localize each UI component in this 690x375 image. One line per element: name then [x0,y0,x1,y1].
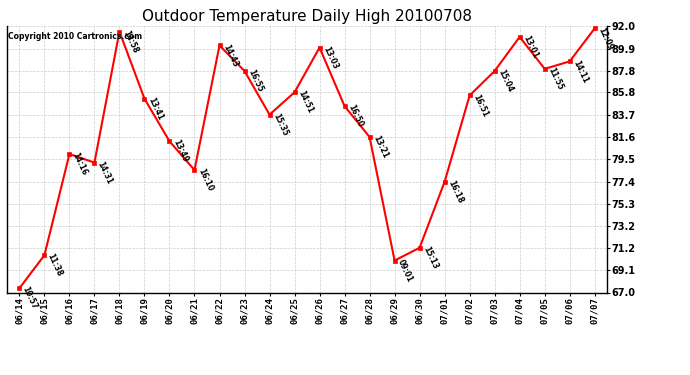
Text: 16:51: 16:51 [471,93,489,118]
Text: 12:09: 12:09 [596,26,614,51]
Text: 15:35: 15:35 [271,112,289,137]
Text: 13:41: 13:41 [146,96,164,122]
Text: 14:11: 14:11 [571,58,589,84]
Text: 10:57: 10:57 [21,285,39,311]
Text: 16:10: 16:10 [196,167,214,193]
Text: 13:49: 13:49 [171,138,189,164]
Text: 11:38: 11:38 [46,252,64,278]
Text: 14:43: 14:43 [221,43,239,68]
Text: 14:51: 14:51 [296,90,314,115]
Text: 13:01: 13:01 [521,34,540,60]
Text: 15:13: 15:13 [421,245,440,270]
Text: 14:58: 14:58 [121,29,139,54]
Title: Outdoor Temperature Daily High 20100708: Outdoor Temperature Daily High 20100708 [142,9,472,24]
Text: 16:55: 16:55 [246,68,264,94]
Text: 11:55: 11:55 [546,66,564,92]
Text: 15:04: 15:04 [496,68,514,94]
Text: Copyright 2010 Cartronics.com: Copyright 2010 Cartronics.com [8,32,142,40]
Text: 13:21: 13:21 [371,134,389,160]
Text: 14:31: 14:31 [96,160,114,186]
Text: 09:01: 09:01 [396,258,414,284]
Text: 16:18: 16:18 [446,179,464,205]
Text: 14:16: 14:16 [71,151,89,177]
Text: 16:50: 16:50 [346,104,364,129]
Text: 13:03: 13:03 [321,45,339,70]
